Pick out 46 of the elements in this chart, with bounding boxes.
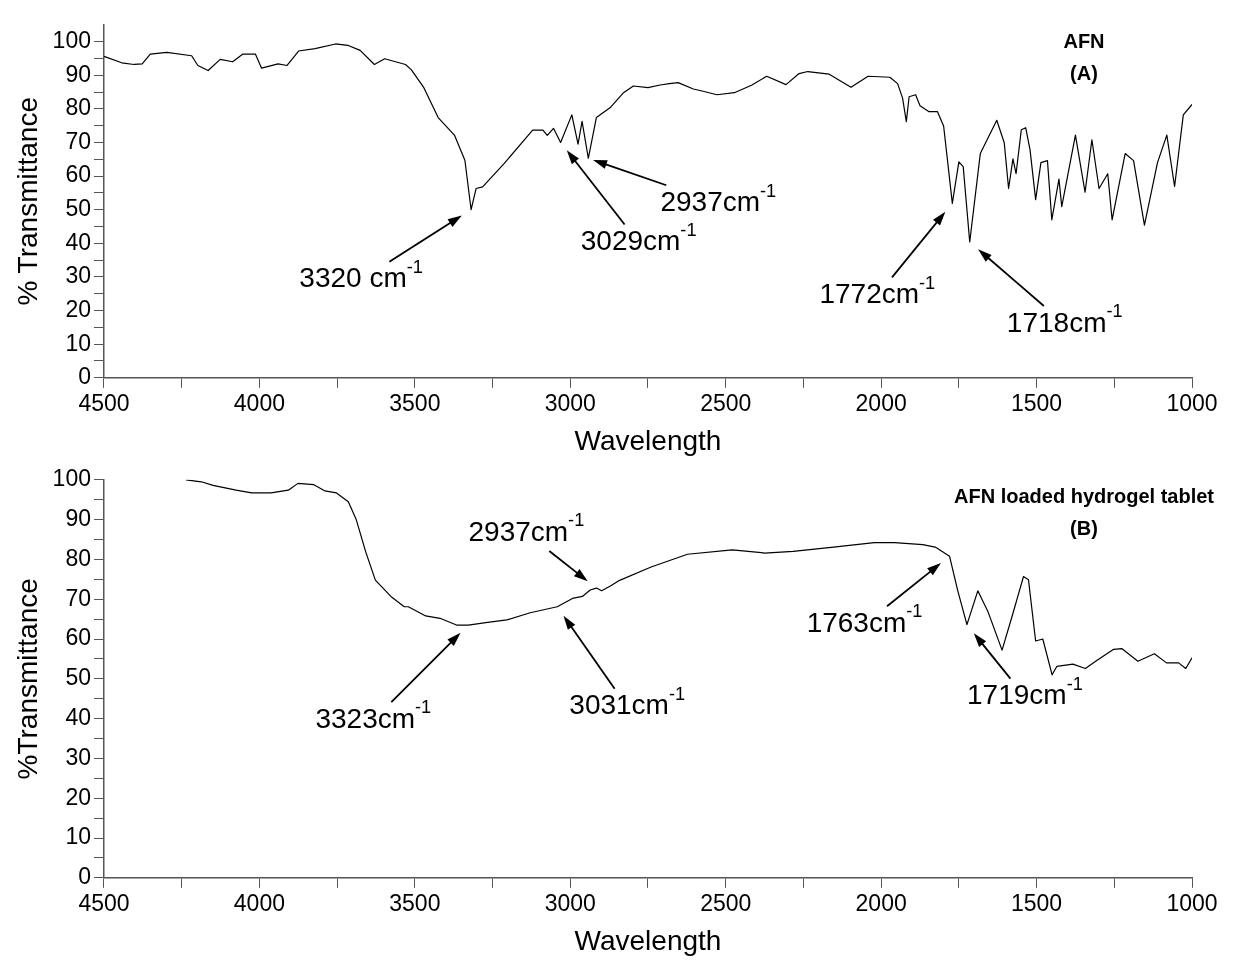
y-tick-label: 50 (65, 195, 91, 222)
y-axis-title: %Transmittance (11, 578, 43, 780)
x-tick-label: 2500 (700, 889, 752, 916)
x-tick-label: 4000 (233, 389, 285, 416)
x-tick-label: 2000 (855, 889, 907, 916)
y-tick-label: 70 (65, 584, 91, 611)
x-tick-label: 3500 (389, 889, 441, 916)
x-tick-label: 1500 (1010, 889, 1063, 916)
y-tick-label: 50 (65, 664, 91, 691)
x-tick-label: 2000 (855, 389, 907, 416)
x-axis-title: Wavelength (574, 924, 722, 956)
y-tick-label: 90 (65, 60, 91, 87)
y-tick-label: 20 (65, 783, 91, 810)
y-axis-title: % Transmittance (11, 97, 43, 306)
y-tick-label: 80 (65, 94, 91, 121)
y-tick-label: 100 (52, 465, 91, 492)
y-tick-label: 30 (65, 743, 91, 770)
x-tick-label: 3500 (389, 389, 441, 416)
x-tick-label: 4000 (233, 889, 285, 916)
y-tick-label: 40 (65, 703, 91, 730)
x-tick-label: 1500 (1010, 389, 1063, 416)
y-tick-label: 30 (65, 262, 91, 289)
y-tick-label: 40 (65, 228, 91, 255)
text: (B) (1070, 517, 1098, 540)
y-tick-label: 60 (65, 624, 91, 651)
x-tick-label: 3000 (544, 889, 596, 916)
x-axis-title: Wavelength (574, 424, 722, 456)
x-tick-label: 2500 (700, 389, 752, 416)
y-tick-label: 70 (65, 127, 91, 154)
y-tick-label: 90 (65, 504, 91, 531)
y-tick-label: 80 (65, 544, 91, 571)
text: (A) (1070, 62, 1098, 85)
y-tick-label: 0 (78, 363, 91, 390)
x-tick-label: 1000 (1166, 389, 1218, 416)
y-tick-label: 60 (65, 161, 91, 188)
y-tick-label: 20 (65, 295, 91, 322)
chart-title: AFN loaded hydrogel tablet (953, 485, 1215, 508)
y-tick-label: 10 (65, 329, 91, 356)
x-tick-label: 1000 (1166, 889, 1218, 916)
y-tick-label: 10 (65, 823, 91, 850)
x-tick-label: 3000 (544, 389, 596, 416)
y-tick-label: 100 (52, 26, 91, 53)
x-tick-label: 4500 (78, 389, 130, 416)
chart-title: AFN (1063, 30, 1105, 53)
x-tick-label: 4500 (78, 889, 130, 916)
y-tick-label: 0 (78, 863, 91, 890)
